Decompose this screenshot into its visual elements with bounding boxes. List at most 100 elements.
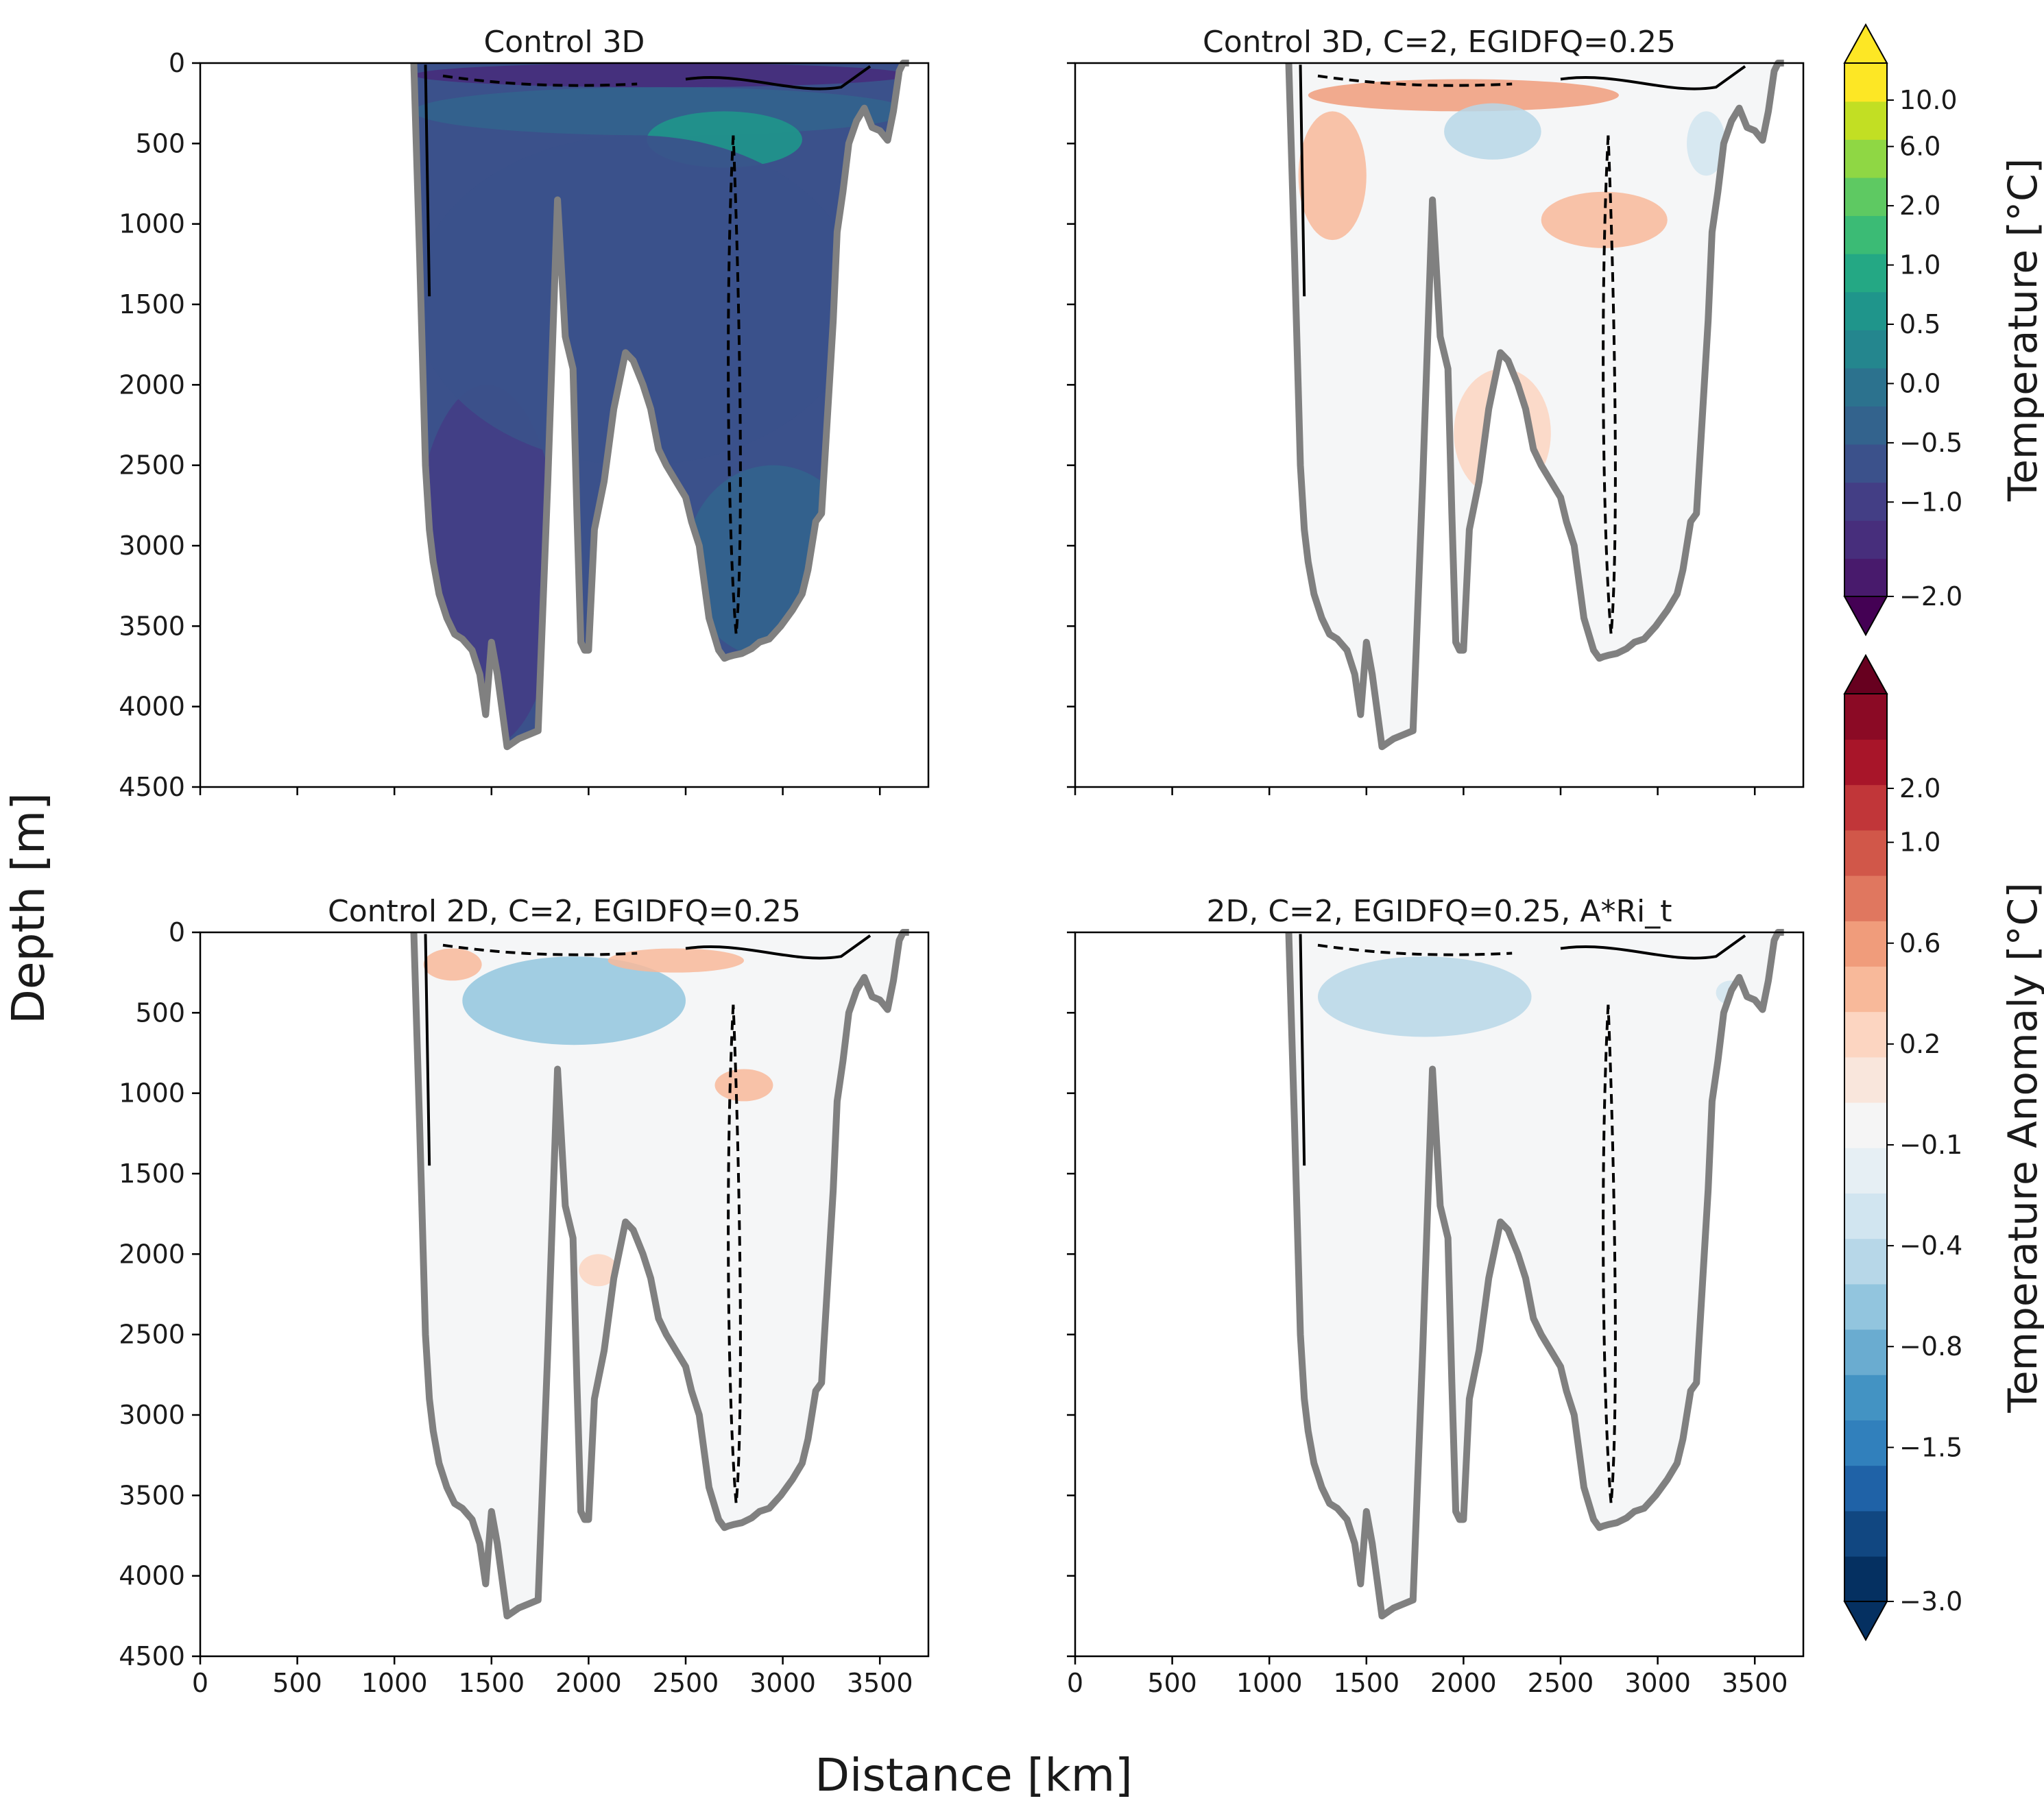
- panel-title: Control 3D: [484, 25, 645, 60]
- colorbar-swatch: [1844, 1510, 1887, 1557]
- x-tick-label: 1500: [1333, 1668, 1399, 1698]
- colorbar-swatch: [1844, 1555, 1887, 1602]
- colorbar-swatch: [1844, 1056, 1887, 1103]
- x-axis-title: Distance [km]: [815, 1749, 1133, 1802]
- y-tick-label: 3000: [119, 531, 185, 561]
- colorbar-swatch: [1844, 520, 1887, 559]
- y-tick-label: 2500: [119, 450, 185, 481]
- x-tick-label: 1500: [458, 1668, 525, 1698]
- x-tick-label: 3000: [1624, 1668, 1691, 1698]
- y-tick-label: 500: [135, 128, 185, 158]
- contour-solid-east: [1560, 65, 1746, 90]
- panel-title: 2D, C=2, EGIDFQ=0.25, A*Ri_t: [1206, 894, 1672, 929]
- basin-field: [200, 63, 928, 747]
- x-tick-label: 1000: [361, 1668, 428, 1698]
- colorbar-frame: [1844, 693, 1888, 1602]
- contour-solid-east: [685, 934, 871, 960]
- y-tick-label: 0: [169, 48, 185, 78]
- basin-field: [1075, 63, 1803, 747]
- field-region-central-cool-patch: [462, 956, 686, 1045]
- colorbar-frame: [1844, 62, 1888, 597]
- bathymetry-line: [1285, 60, 1784, 751]
- y-tick-label: 1500: [119, 289, 185, 319]
- contour-dashed-surface: [442, 943, 638, 956]
- x-tick-label: 2000: [555, 1668, 622, 1698]
- colorbar-swatch: [1844, 1420, 1887, 1466]
- axes-frame: [1074, 62, 1805, 788]
- basin-background: [1075, 63, 1803, 747]
- contour-dashed-deep: [727, 135, 742, 635]
- field-region-west-surface-warm: [423, 948, 482, 981]
- colorbar-swatch: [1844, 921, 1887, 967]
- x-tick-label: 2000: [1430, 1668, 1497, 1698]
- y-axis-title: Depth [m]: [2, 792, 55, 1024]
- field-region-east-surface-warm: [608, 948, 744, 973]
- colorbar-swatch: [1844, 367, 1887, 407]
- x-tick-label: 500: [272, 1668, 322, 1698]
- basin-field: [200, 932, 928, 1617]
- contour-dashed-surface: [1317, 943, 1513, 956]
- x-tick-label: 1000: [1236, 1668, 1303, 1698]
- colorbar-title: Temperature Anomaly [°C]: [1999, 882, 2044, 1413]
- colorbar-swatch: [1844, 1148, 1887, 1194]
- colorbar-swatch: [1844, 1283, 1887, 1330]
- colorbar-swatch: [1844, 1375, 1887, 1420]
- colorbar-tick-label: −1.5: [1899, 1432, 1962, 1462]
- colorbar-swatch: [1844, 966, 1887, 1013]
- basin-field: [1075, 932, 1803, 1617]
- colorbar-swatch: [1844, 1193, 1887, 1239]
- colorbar-swatch: [1844, 63, 1887, 102]
- colorbar-tick-label: 0.0: [1899, 368, 1940, 398]
- x-tick-label: 500: [1147, 1668, 1197, 1698]
- colorbar-tick-label: −1.0: [1899, 487, 1962, 517]
- colorbar-swatch: [1844, 101, 1887, 140]
- bathymetry-line: [410, 60, 909, 751]
- panel-3: 0 500 1000 1500 2000 2500 3000 3500 0 500 1000 1500…: [119, 894, 930, 1698]
- colorbar-tick-label: 6.0: [1899, 132, 1940, 162]
- colorbar-swatch: [1844, 784, 1887, 831]
- colorbar-extend-high: [1843, 23, 1888, 64]
- basin-background: [1075, 932, 1803, 1617]
- axes-frame: [199, 931, 930, 1658]
- colorbar-1: 10.0 6.0 2.0 1.0 0.5 0.0 −0.5 −1.0 −2.0 Temperatu…: [1843, 23, 2044, 637]
- x-tick-label: 3000: [749, 1668, 816, 1698]
- colorbar-swatch: [1844, 830, 1887, 876]
- y-tick-label: 4500: [119, 772, 185, 802]
- axes-frame: [199, 62, 930, 788]
- colorbar-tick-label: −3.0: [1899, 1586, 1962, 1617]
- colorbar-tick-label: 10.0: [1899, 85, 1958, 115]
- y-tick-label: 1500: [119, 1159, 185, 1189]
- colorbar-tick-label: −0.8: [1899, 1331, 1962, 1361]
- contour-solid-east: [1560, 934, 1746, 960]
- x-tick-label: 0: [192, 1668, 208, 1698]
- field-region-deep-warm-patch: [1454, 368, 1551, 498]
- colorbar-swatch: [1844, 1238, 1887, 1285]
- y-tick-label: 2000: [119, 370, 185, 400]
- colorbar-tick-label: 0.2: [1899, 1029, 1940, 1059]
- y-tick-label: 4500: [119, 1641, 185, 1671]
- colorbar-title: Temperature [°C]: [1999, 158, 2044, 503]
- y-tick-label: 1000: [119, 209, 185, 239]
- panel-2: Control 3D, C=2, EGIDFQ=0.25: [1067, 25, 1805, 795]
- colorbar-swatch: [1844, 739, 1887, 786]
- y-tick-label: 4000: [119, 692, 185, 722]
- colorbar-swatch: [1844, 291, 1887, 330]
- y-tick-label: 2000: [119, 1239, 185, 1269]
- colorbar-tick-label: 2.0: [1899, 191, 1940, 221]
- bathymetry-line: [410, 929, 909, 1620]
- colorbar-swatch: [1844, 482, 1887, 521]
- colorbar-tick-label: 2.0: [1899, 773, 1940, 803]
- field-region-intermediate: [413, 135, 861, 465]
- colorbar-swatch: [1844, 694, 1887, 740]
- field-region-surface-layer: [413, 63, 909, 88]
- y-tick-label: 1000: [119, 1078, 185, 1109]
- colorbar-tick-label: 1.0: [1899, 827, 1940, 858]
- contour-dashed-deep: [1602, 135, 1617, 635]
- colorbar-swatch: [1844, 444, 1887, 483]
- colorbar-extend-high: [1843, 653, 1888, 694]
- x-tick-label: 3500: [847, 1668, 913, 1698]
- contour-solid-east: [685, 65, 871, 90]
- colorbar-swatch: [1844, 139, 1887, 178]
- y-tick-label: 500: [135, 997, 185, 1028]
- panel-title: Control 2D, C=2, EGIDFQ=0.25: [328, 894, 801, 929]
